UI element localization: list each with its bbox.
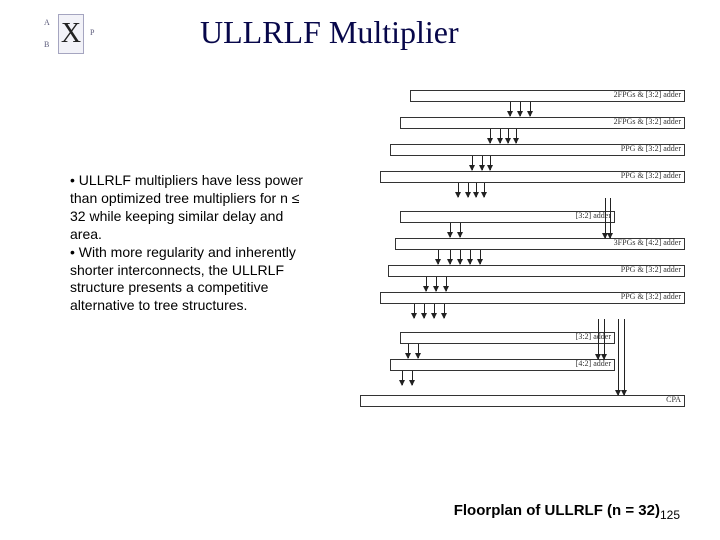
stage-label: [3:2] adder: [576, 332, 611, 341]
arrow-down: [402, 371, 403, 385]
diagram-stage: PPG & [3:2] adder: [360, 171, 685, 197]
bullet-1: • ULLRLF multipliers have less power tha…: [70, 172, 306, 244]
stage-label: PPG & [3:2] adder: [621, 171, 681, 180]
bullet-2-text: With more regularity and inherently shor…: [70, 244, 296, 314]
page-title: ULLRLF Multiplier: [200, 14, 459, 51]
arrow-down: [508, 129, 509, 143]
arrow-bypass: [605, 198, 606, 238]
stage-bar: PPG & [3:2] adder: [388, 265, 685, 277]
stage-bar: CPA: [360, 395, 685, 407]
diagram-stage: 3FPGs & [4:2] adder: [360, 238, 685, 264]
diagram-stage: [3:2] adder: [360, 211, 685, 237]
arrow-down: [408, 344, 409, 358]
arrow-bypass: [610, 198, 611, 238]
stage-bar: PPG & [3:2] adder: [380, 292, 685, 304]
stage-bar: [3:2] adder: [400, 211, 615, 223]
stage-label: 2FPGs & [3:2] adder: [614, 90, 681, 99]
arrow-down: [418, 344, 419, 358]
arrow-down: [438, 250, 439, 264]
slide: A B P X ULLRLF Multiplier • ULLRLF multi…: [0, 0, 720, 540]
icon-label-p: P: [90, 28, 94, 37]
diagram-stage: [4:2] adder: [360, 359, 685, 385]
stage-bar: [4:2] adder: [390, 359, 615, 371]
multiplier-icon: A B P X: [44, 12, 106, 60]
arrow-down: [450, 250, 451, 264]
body-text: • ULLRLF multipliers have less power tha…: [70, 172, 306, 315]
stage-label: 2FPGs & [3:2] adder: [614, 117, 681, 126]
stage-bar: 2FPGs & [3:2] adder: [400, 117, 685, 129]
diagram-stage: PPG & [3:2] adder: [360, 144, 685, 170]
arrow-down: [472, 156, 473, 170]
diagram-stage: PPG & [3:2] adder: [360, 265, 685, 291]
arrow-down: [434, 304, 435, 318]
stage-label: 3FPGs & [4:2] adder: [614, 238, 681, 247]
arrow-down: [436, 277, 437, 291]
bullet-1-text: ULLRLF multipliers have less power than …: [70, 172, 303, 242]
stage-bar: PPG & [3:2] adder: [390, 144, 685, 156]
stage-label: CPA: [666, 395, 681, 404]
icon-x-box: X: [58, 14, 84, 54]
arrow-down: [412, 371, 413, 385]
arrow-down: [516, 129, 517, 143]
arrow-down: [470, 250, 471, 264]
diagram-stage: PPG & [3:2] adder: [360, 292, 685, 318]
arrow-down: [480, 250, 481, 264]
diagram-stage: 2FPGs & [3:2] adder: [360, 90, 685, 116]
icon-label-a: A: [44, 18, 50, 27]
diagram-caption: Floorplan of ULLRLF (n = 32)125: [454, 502, 680, 522]
floorplan-diagram: 2FPGs & [3:2] adder 2FPGs & [3:2] adder P…: [360, 90, 685, 470]
arrow-down: [490, 129, 491, 143]
arrow-bypass: [618, 319, 619, 395]
arrow-down: [450, 223, 451, 237]
arrow-down: [476, 183, 477, 197]
stage-bar: 2FPGs & [3:2] adder: [410, 90, 685, 102]
stage-label: [4:2] adder: [576, 359, 611, 368]
arrow-down: [458, 183, 459, 197]
arrow-down: [530, 102, 531, 116]
arrow-down: [500, 129, 501, 143]
stage-bar: PPG & [3:2] adder: [380, 171, 685, 183]
stage-bar: [3:2] adder: [400, 332, 615, 344]
icon-label-b: B: [44, 40, 49, 49]
bullet-2: • With more regularity and inherently sh…: [70, 244, 306, 316]
arrow-bypass: [598, 319, 599, 359]
arrow-down: [468, 183, 469, 197]
stage-bar: 3FPGs & [4:2] adder: [395, 238, 685, 250]
arrow-down: [484, 183, 485, 197]
arrow-bypass: [604, 319, 605, 359]
stage-label: PPG & [3:2] adder: [621, 265, 681, 274]
stage-label: PPG & [3:2] adder: [621, 292, 681, 301]
arrow-down: [424, 304, 425, 318]
caption-text: Floorplan of ULLRLF (n = 32): [454, 502, 660, 519]
stage-label: PPG & [3:2] adder: [621, 144, 681, 153]
arrow-down: [446, 277, 447, 291]
arrow-down: [520, 102, 521, 116]
diagram-stage: [3:2] adder: [360, 332, 685, 358]
arrow-down: [482, 156, 483, 170]
arrow-down: [460, 223, 461, 237]
arrow-down: [490, 156, 491, 170]
diagram-stage: 2FPGs & [3:2] adder: [360, 117, 685, 143]
arrow-down: [460, 250, 461, 264]
arrow-down: [414, 304, 415, 318]
arrow-down: [510, 102, 511, 116]
caption-sub: 125: [660, 508, 680, 522]
arrow-bypass: [624, 319, 625, 395]
arrow-down: [426, 277, 427, 291]
arrow-down: [444, 304, 445, 318]
diagram-stage: CPA: [360, 395, 685, 421]
